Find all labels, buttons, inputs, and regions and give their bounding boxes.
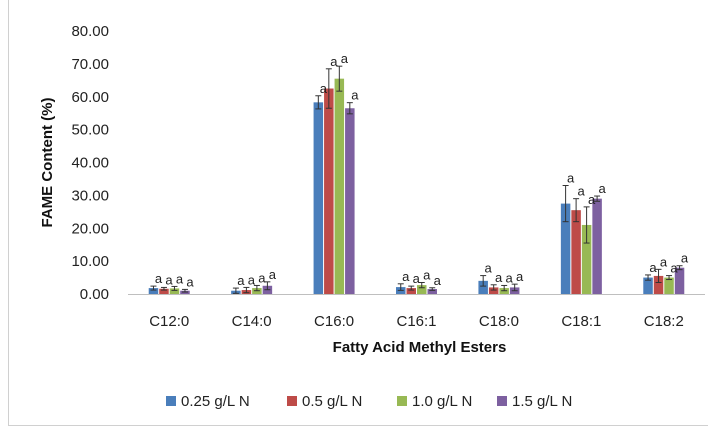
legend-swatch [166, 396, 176, 406]
significance-label: a [681, 251, 689, 266]
x-axis-title: Fatty Acid Methyl Esters [333, 339, 507, 356]
significance-label: a [567, 171, 575, 186]
x-tick-label: C14:0 [232, 313, 272, 330]
significance-label: a [670, 261, 678, 276]
significance-label: a [577, 184, 585, 199]
bar [345, 108, 355, 294]
significance-label: a [165, 272, 173, 287]
significance-label: a [341, 51, 349, 66]
significance-label: a [423, 267, 431, 282]
bar [148, 288, 159, 294]
bar [581, 224, 592, 294]
bar [664, 277, 674, 294]
legend-swatch [287, 396, 297, 406]
bar [674, 267, 685, 294]
legend-label: 1.5 g/L N [512, 393, 572, 410]
x-axis-ticks: C12:0 C14:0 C16:0 C16:1 C18:0 C18:1 C18:2 [149, 313, 684, 330]
significance-label: a [660, 254, 668, 269]
bar [417, 285, 427, 294]
bar [571, 210, 581, 294]
x-tick-label: C16:1 [396, 313, 436, 330]
legend-label: 0.25 g/L N [181, 393, 250, 410]
legend-swatch [497, 396, 507, 406]
significance-label: a [248, 272, 256, 287]
y-tick-label: 10.00 [71, 253, 109, 270]
bar [169, 288, 180, 294]
bar [560, 203, 571, 294]
x-tick-label: C18:2 [644, 313, 684, 330]
bar [334, 78, 345, 294]
bar [427, 289, 437, 294]
bar [478, 280, 488, 294]
bar [643, 277, 653, 294]
significance-label: a [269, 267, 277, 282]
significance-label: a [485, 261, 493, 276]
bar [488, 287, 499, 294]
y-tick-label: 70.00 [71, 56, 109, 73]
legend-label: 1.0 g/L N [412, 393, 472, 410]
significance-label: a [176, 271, 184, 286]
bar [406, 288, 416, 294]
y-tick-label: 40.00 [71, 155, 109, 172]
y-tick-label: 0.00 [80, 286, 109, 303]
significance-label: a [649, 260, 657, 275]
significance-label: a [598, 181, 606, 196]
bar [313, 102, 324, 295]
significance-label: a [320, 81, 328, 96]
chart-frame [8, 0, 708, 426]
significance-label: a [186, 274, 194, 289]
bar [592, 198, 602, 294]
bar [324, 88, 334, 294]
significance-label: a [495, 270, 503, 285]
bar [653, 275, 664, 294]
bar-series [148, 78, 685, 295]
significance-label: a [155, 271, 163, 286]
significance-label: a [588, 192, 596, 207]
y-tick-label: 30.00 [71, 187, 109, 204]
significance-label: a [237, 273, 245, 288]
significance-label: a [330, 54, 338, 69]
y-axis-title: FAME Content (%) [39, 98, 56, 228]
significance-label: a [506, 270, 514, 285]
y-tick-label: 60.00 [71, 89, 109, 106]
y-tick-label: 50.00 [71, 122, 109, 139]
x-tick-label: C12:0 [149, 313, 189, 330]
x-tick-label: C18:1 [561, 313, 601, 330]
y-axis-ticks: 0.00 10.00 20.00 30.00 40.00 50.00 60.00 70.00 8… [71, 23, 109, 303]
legend: 0.25 g/L N 0.5 g/L N 1.0 g/L N 1.5 g/L N [166, 393, 572, 410]
y-tick-label: 80.00 [71, 23, 109, 40]
significance-label: a [516, 269, 524, 284]
error-bars [150, 65, 683, 294]
legend-label: 0.5 g/L N [302, 393, 362, 410]
significance-label: a [258, 270, 266, 285]
y-tick-label: 20.00 [71, 220, 109, 237]
x-tick-label: C18:0 [479, 313, 519, 330]
x-tick-label: C16:0 [314, 313, 354, 330]
bar [159, 288, 169, 294]
significance-label: a [413, 271, 421, 286]
legend-swatch [397, 396, 407, 406]
significance-label: a [402, 269, 410, 284]
significance-label: a [351, 88, 359, 103]
significance-label: a [434, 273, 442, 288]
